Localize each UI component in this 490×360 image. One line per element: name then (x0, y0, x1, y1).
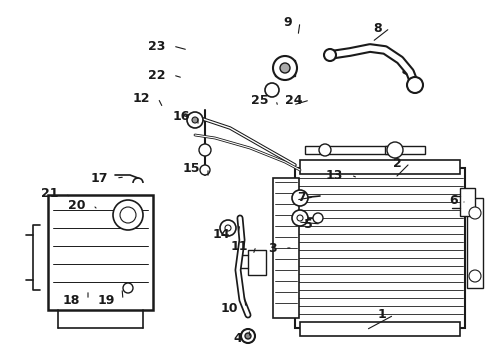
Circle shape (245, 333, 251, 339)
Bar (385, 146, 425, 154)
Circle shape (324, 49, 336, 61)
Bar (48, 195, 153, 310)
Text: 2: 2 (393, 157, 402, 170)
Text: 7: 7 (297, 190, 306, 203)
Text: 15: 15 (182, 162, 200, 175)
Circle shape (113, 200, 143, 230)
Bar (273, 178, 299, 318)
Circle shape (199, 144, 211, 156)
Circle shape (292, 210, 308, 226)
Circle shape (469, 207, 481, 219)
Text: 8: 8 (373, 22, 382, 35)
Circle shape (241, 329, 255, 343)
Text: 19: 19 (98, 293, 115, 306)
Circle shape (469, 270, 481, 282)
Text: 3: 3 (269, 242, 277, 255)
Bar (295, 168, 465, 328)
Bar (275, 60, 295, 76)
Text: 21: 21 (41, 186, 58, 199)
Circle shape (187, 112, 203, 128)
Circle shape (220, 220, 236, 236)
Text: 11: 11 (230, 239, 248, 252)
Text: 16: 16 (172, 109, 190, 122)
Circle shape (200, 165, 210, 175)
Text: 6: 6 (449, 194, 458, 207)
Text: 18: 18 (63, 293, 80, 306)
Circle shape (319, 144, 331, 156)
Circle shape (297, 215, 303, 221)
Text: 4: 4 (233, 332, 242, 345)
Text: 23: 23 (147, 40, 165, 53)
Bar (460, 188, 475, 216)
Text: 5: 5 (304, 217, 313, 230)
Text: 12: 12 (132, 91, 150, 104)
Bar (300, 322, 460, 336)
Text: 17: 17 (91, 171, 108, 185)
Text: 22: 22 (147, 68, 165, 81)
Text: 24: 24 (285, 94, 302, 107)
Circle shape (407, 77, 423, 93)
Circle shape (273, 56, 297, 80)
Circle shape (292, 190, 308, 206)
Text: 25: 25 (250, 94, 268, 107)
Bar (467, 198, 483, 288)
Circle shape (120, 207, 136, 223)
Text: 9: 9 (283, 15, 292, 28)
Circle shape (123, 283, 133, 293)
Text: 20: 20 (68, 198, 85, 212)
Circle shape (313, 213, 323, 223)
Text: 10: 10 (220, 302, 238, 315)
Bar (300, 160, 460, 174)
Bar (248, 250, 266, 275)
Text: 13: 13 (326, 168, 343, 181)
Bar (305, 146, 395, 154)
Circle shape (280, 63, 290, 73)
Circle shape (265, 83, 279, 97)
Text: 14: 14 (213, 228, 230, 240)
Circle shape (387, 142, 403, 158)
Circle shape (192, 117, 198, 123)
Circle shape (225, 225, 231, 231)
Text: 1: 1 (377, 309, 386, 321)
